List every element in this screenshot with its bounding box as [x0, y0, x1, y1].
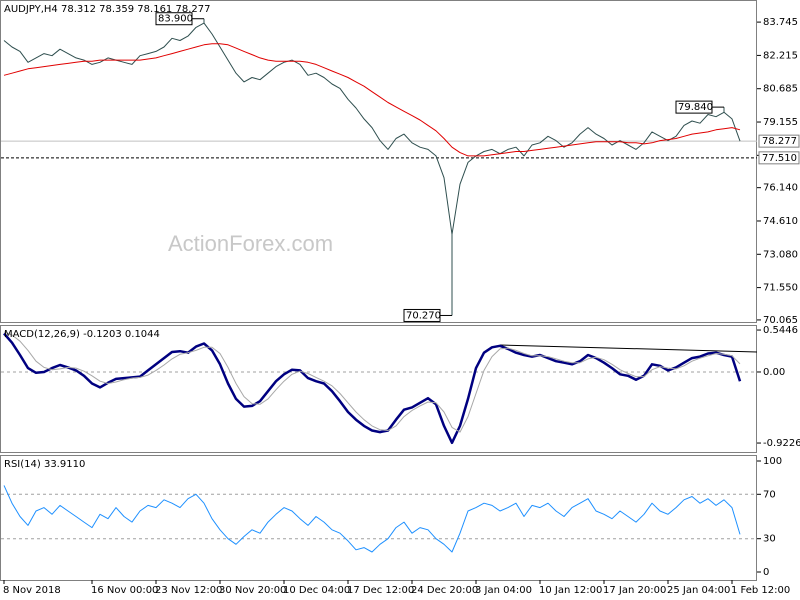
price-label-box	[758, 134, 800, 148]
x-tick-label: 17 Dec 12:00	[347, 585, 414, 596]
y-tick-label: 83.745	[763, 17, 798, 28]
y-tick-label: 0.00	[763, 367, 785, 378]
x-tick-label: 24 Dec 20:00	[411, 585, 478, 596]
y-tick-label: 76.140	[763, 183, 798, 194]
x-tick-label: 8 Nov 2018	[3, 585, 61, 596]
series-line	[3, 332, 742, 445]
x-tick-label: 10 Dec 04:00	[283, 585, 350, 596]
trend-line	[499, 344, 758, 353]
watermark: ActionForex.com	[168, 231, 333, 256]
series-line	[3, 331, 741, 433]
x-tick-label: 25 Jan 04:00	[667, 585, 730, 596]
series-line	[3, 485, 741, 553]
panel-header: MACD(12,26,9) -0.1203 0.1044	[4, 329, 160, 340]
annotation-box	[403, 308, 441, 322]
y-tick-label: 70	[763, 489, 776, 500]
price-panel	[0, 0, 757, 323]
y-tick-label: 30	[763, 534, 776, 545]
price-label: 78.277	[762, 136, 797, 147]
y-tick-label: 71.550	[763, 283, 798, 294]
x-tick-label: 16 Nov 00:00	[91, 585, 158, 596]
macd-panel	[0, 325, 757, 453]
x-tick-label: 1 Feb 12:00	[731, 585, 790, 596]
y-tick-label: 0.5446	[763, 325, 798, 336]
y-tick-label: 100	[763, 456, 782, 467]
y-tick-label: 70.065	[763, 315, 798, 326]
annotation-box	[155, 12, 193, 26]
series-line	[3, 43, 741, 157]
rsi-panel	[0, 455, 757, 581]
x-tick-label: 17 Jan 20:00	[603, 585, 666, 596]
annotation: 79.840	[678, 102, 713, 113]
x-tick-label: 23 Nov 12:00	[155, 585, 222, 596]
annotation: 70.270	[406, 310, 441, 321]
y-tick-label: 0	[763, 567, 769, 578]
y-tick-label: 73.080	[763, 249, 798, 260]
panel-header: AUDJPY,H4 78.312 78.359 78.161 78.277	[4, 4, 210, 15]
annotation-box	[675, 100, 713, 114]
panel-header: RSI(14) 33.9110	[4, 459, 85, 470]
y-tick-label: 80.685	[763, 84, 798, 95]
y-tick-label: 74.610	[763, 216, 798, 227]
y-tick-label: 79.155	[763, 117, 798, 128]
y-tick-label: 82.215	[763, 50, 798, 61]
price-label-box	[758, 151, 800, 165]
annotation: 83.900	[158, 14, 193, 25]
x-tick-label: 30 Nov 20:00	[219, 585, 286, 596]
x-tick-label: 3 Jan 04:00	[475, 585, 532, 596]
x-tick-label: 10 Jan 12:00	[539, 585, 602, 596]
price-label: 77.510	[762, 153, 797, 164]
y-tick-label: -0.9226	[763, 438, 800, 449]
